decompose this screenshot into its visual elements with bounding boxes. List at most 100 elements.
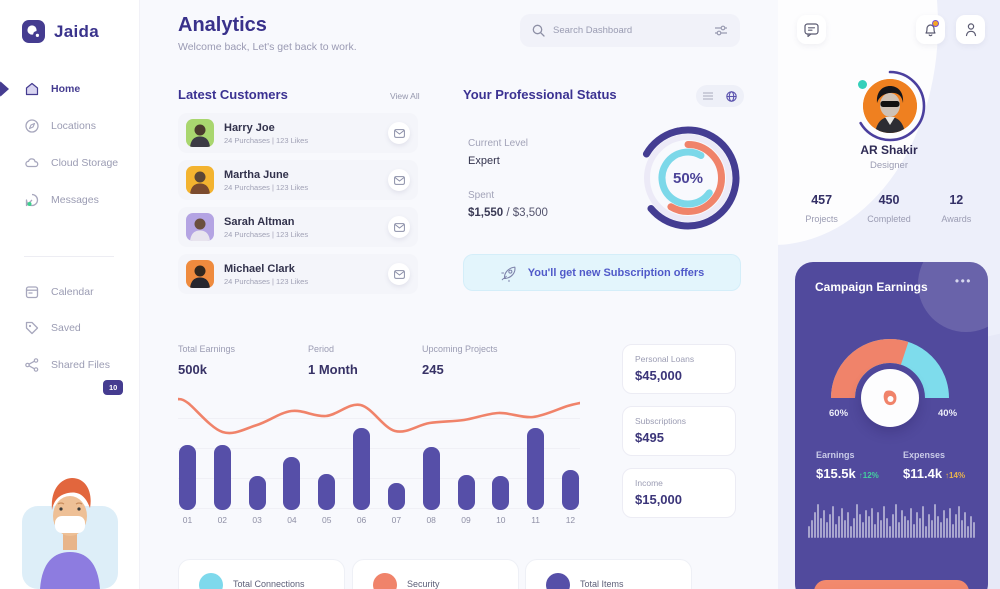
brand-logo-icon xyxy=(22,20,45,43)
sidebar-item-calendar[interactable]: Calendar xyxy=(0,279,139,305)
customer-row[interactable]: Michael Clark 24 Purchases | 123 Likes xyxy=(178,254,418,294)
current-level-value: Expert xyxy=(468,155,500,167)
search-input[interactable] xyxy=(553,25,706,36)
metric-label: Upcoming Projects xyxy=(422,344,498,354)
chart-bar xyxy=(213,445,231,510)
customer-avatar xyxy=(186,213,214,241)
sidebar-item-label: Messages xyxy=(51,194,99,206)
card-label: Total Items xyxy=(580,579,624,589)
sidebar-item-messages[interactable]: Messages 10 xyxy=(0,187,139,395)
status-view-toggle[interactable] xyxy=(696,85,744,107)
chart-x-axis: 01 02 03 04 05 06 07 08 09 10 11 12 xyxy=(182,515,576,525)
compass-icon xyxy=(25,119,39,133)
message-customer-button[interactable] xyxy=(388,169,410,191)
spent-label: Spent xyxy=(468,190,495,201)
sidebar-item-shared-files[interactable]: Shared Files xyxy=(0,352,139,378)
notifications-button[interactable] xyxy=(916,15,945,44)
share-icon xyxy=(25,358,39,372)
customer-meta: 24 Purchases | 123 Likes xyxy=(224,229,309,239)
customer-row[interactable]: Martha June 24 Purchases | 123 Likes xyxy=(178,160,418,200)
card-menu-dots[interactable]: ••• xyxy=(954,274,972,288)
chat-bubble-icon xyxy=(27,25,40,38)
chart-bar xyxy=(422,447,440,510)
right-panel: AR Shakir Designer 457 Projects 450 Comp… xyxy=(778,0,1000,589)
metric-period: Period 1 Month xyxy=(308,344,358,377)
profile-name: AR Shakir xyxy=(860,143,918,157)
earnings-chart xyxy=(178,396,580,510)
card-total-items: Total Items xyxy=(525,559,692,589)
sidebar-item-saved[interactable]: Saved xyxy=(0,315,139,341)
customer-row[interactable]: Sarah Altman 24 Purchases | 123 Likes xyxy=(178,207,418,247)
avatar-ring xyxy=(854,70,926,142)
chat-button[interactable] xyxy=(797,15,826,44)
sidebar-item-cloud-storage[interactable]: Cloud Storage xyxy=(0,150,139,176)
customer-avatar xyxy=(186,166,214,194)
campaign-expenses: Expenses $11.4k ↑14% xyxy=(903,450,966,481)
card-value: $495 xyxy=(635,430,664,445)
chart-bar xyxy=(387,483,405,510)
spent-values: $1,550 / $3,500 xyxy=(468,207,548,219)
gauge-left-label: 60% xyxy=(829,408,849,419)
stat-dot xyxy=(546,573,570,589)
droplet-icon xyxy=(883,390,897,406)
message-customer-button[interactable] xyxy=(388,263,410,285)
globe-view-icon[interactable] xyxy=(726,90,737,102)
tag-icon xyxy=(25,321,39,335)
card-decoration xyxy=(918,262,988,332)
card-total-connections: Total Connections xyxy=(178,559,345,589)
status-donut-chart: 50% xyxy=(630,120,746,236)
sidebar-item-locations[interactable]: Locations xyxy=(0,113,139,139)
envelope-icon xyxy=(393,128,405,138)
customer-avatar xyxy=(186,260,214,288)
person-icon xyxy=(965,23,976,37)
customer-name: Sarah Altman xyxy=(224,215,295,228)
spent-amount: $1,550 xyxy=(468,207,504,219)
message-customer-button[interactable] xyxy=(388,216,410,238)
chart-bar xyxy=(318,474,336,510)
card-label: Subscriptions xyxy=(635,416,687,426)
sidebar-item-home[interactable]: Home xyxy=(0,76,139,102)
rocket-icon xyxy=(501,266,516,282)
customer-name: Harry Joe xyxy=(224,121,275,134)
professional-status-title: Your Professional Status xyxy=(463,87,617,102)
customer-avatar xyxy=(186,119,214,147)
profile-role: Designer xyxy=(869,160,909,171)
filter-sliders-icon[interactable] xyxy=(714,24,728,37)
brand-logo: Jaida xyxy=(22,20,99,43)
bell-icon xyxy=(925,24,936,37)
profile-avatar[interactable] xyxy=(863,79,917,133)
stat-awards: 12 Awards xyxy=(941,193,972,224)
customer-row[interactable]: Harry Joe 24 Purchases | 123 Likes xyxy=(178,113,418,153)
profile-button[interactable] xyxy=(956,15,985,44)
calendar-icon xyxy=(25,286,39,299)
card-label: Security xyxy=(407,579,440,589)
card-label: Total Connections xyxy=(233,579,305,589)
metric-label: Total Earnings xyxy=(178,344,236,354)
sidebar-item-label: Saved xyxy=(51,322,81,334)
sidebar-item-label: Cloud Storage xyxy=(51,157,119,169)
list-view-icon[interactable] xyxy=(702,92,713,100)
chart-bar xyxy=(248,476,266,510)
stat-dot xyxy=(199,573,223,589)
sidebar-divider xyxy=(24,256,114,257)
main-content: Analytics Welcome back, Let's get back t… xyxy=(140,0,778,589)
view-all-link[interactable]: View All xyxy=(390,91,420,101)
sidebar-item-label: Shared Files xyxy=(51,359,110,371)
sidebar-item-label: Home xyxy=(51,83,81,95)
sidebar-item-label: Calendar xyxy=(51,286,94,298)
banner-text: You'll get new Subscription offers xyxy=(527,266,705,279)
card-label: Personal Loans xyxy=(635,354,695,364)
chat-square-icon xyxy=(804,22,819,37)
metric-total-earnings: Total Earnings 500k xyxy=(178,344,235,377)
latest-customers-title: Latest Customers xyxy=(178,87,288,102)
donut-percent: 50% xyxy=(672,170,704,187)
metric-value: 1 Month xyxy=(308,362,358,377)
earnings-delta: ↑12% xyxy=(858,471,879,480)
metric-upcoming-projects: Upcoming Projects 245 xyxy=(422,344,498,377)
message-customer-button[interactable] xyxy=(388,122,410,144)
stat-projects: 457 Projects xyxy=(805,193,838,224)
subscription-offer-banner[interactable]: You'll get new Subscription offers xyxy=(463,254,741,291)
campaign-action-button[interactable] xyxy=(814,580,969,589)
chart-bar xyxy=(353,428,371,510)
current-level-label: Current Level xyxy=(468,138,529,149)
